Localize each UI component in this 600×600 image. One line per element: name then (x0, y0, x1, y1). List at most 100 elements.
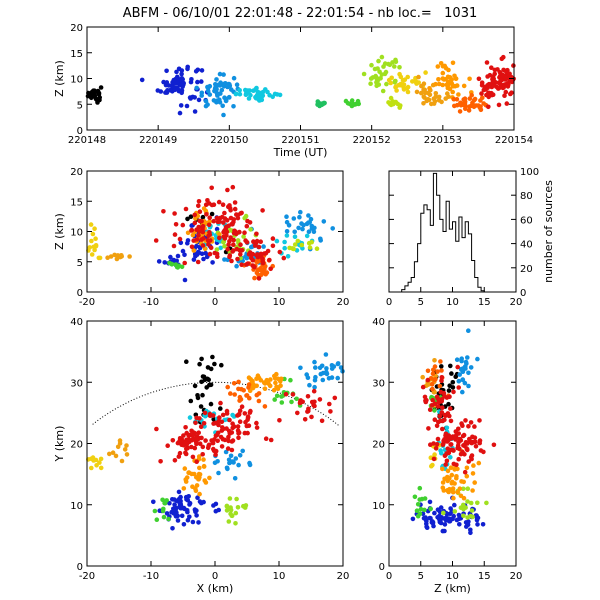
source-point (500, 85, 506, 91)
source-point (177, 236, 183, 242)
source-point (181, 82, 186, 87)
source-point (202, 478, 207, 483)
source-point (226, 438, 231, 444)
source-point (244, 223, 250, 229)
source-point (443, 462, 449, 467)
source-point (214, 215, 220, 221)
source-point (444, 425, 450, 431)
source-point (436, 81, 442, 87)
source-point (181, 433, 186, 438)
source-point (284, 229, 290, 234)
source-point (157, 508, 162, 513)
source-point (432, 358, 437, 363)
source-point (463, 418, 468, 423)
source-point (219, 444, 225, 449)
x-tick-label: 0 (212, 297, 218, 308)
source-point (95, 88, 101, 94)
source-point (440, 405, 445, 411)
source-point (351, 101, 356, 107)
source-point (361, 71, 367, 77)
source-point (392, 80, 398, 85)
source-point (452, 467, 458, 472)
source-point (487, 72, 493, 78)
source-point (319, 418, 325, 424)
source-point (455, 364, 461, 370)
source-point (226, 457, 232, 463)
source-point (233, 510, 239, 516)
source-point (468, 527, 473, 533)
source-point (298, 398, 303, 404)
y-tick-label: 0 (379, 562, 385, 573)
source-point (436, 77, 441, 82)
y-tick-label: 0 (77, 562, 83, 573)
source-point (427, 86, 432, 91)
y-tick-label: 5 (77, 100, 83, 111)
source-point (213, 82, 218, 87)
panel-time-height: 220148 220149 220150 220151 220152 220153 2201… (53, 23, 533, 159)
y-axis-title: Z (km) (53, 213, 66, 250)
source-point (295, 410, 300, 416)
source-point (372, 66, 378, 72)
source-point (151, 499, 156, 505)
source-point (197, 499, 203, 504)
source-point (330, 226, 336, 231)
source-point (237, 88, 242, 93)
source-point (462, 469, 468, 475)
source-point (238, 211, 243, 216)
source-point (302, 417, 308, 422)
source-point (216, 507, 221, 513)
source-point (177, 438, 182, 444)
source-point (306, 229, 312, 234)
source-point (171, 243, 177, 249)
source-point (248, 255, 254, 261)
source-point (421, 94, 427, 99)
source-point (390, 99, 396, 104)
source-point (202, 410, 208, 416)
y-tick-label: 10 (70, 75, 83, 86)
source-point (92, 88, 97, 93)
source-point (427, 407, 433, 413)
source-point (456, 516, 462, 522)
source-point (211, 218, 216, 224)
source-point (219, 87, 225, 93)
source-point (492, 67, 498, 73)
source-point (484, 60, 490, 65)
source-point (179, 513, 185, 519)
source-point (464, 524, 469, 529)
source-point (444, 451, 450, 456)
source-point (425, 368, 431, 374)
y-tick-label: 20 (70, 23, 83, 34)
source-point (374, 75, 380, 81)
source-point (252, 264, 257, 270)
source-point (154, 426, 159, 432)
source-point (184, 430, 189, 436)
source-point (215, 254, 220, 259)
source-point (237, 419, 243, 425)
source-point (511, 63, 516, 68)
source-point (440, 82, 446, 88)
source-point (422, 394, 428, 400)
source-point (194, 513, 199, 518)
source-point (479, 91, 484, 96)
source-point (465, 355, 470, 360)
source-point (294, 396, 299, 402)
source-point (231, 424, 237, 429)
source-point (195, 79, 200, 85)
source-point (196, 224, 201, 230)
source-point (201, 499, 206, 505)
source-point (309, 399, 315, 405)
source-point (202, 246, 208, 252)
source-point (222, 210, 227, 216)
source-point (196, 97, 202, 103)
source-point (172, 502, 177, 507)
source-point (451, 495, 456, 501)
source-point (190, 454, 196, 460)
source-point (174, 69, 179, 75)
source-point (447, 394, 452, 400)
source-point (231, 237, 236, 243)
source-point (254, 85, 259, 91)
source-point (431, 456, 437, 462)
source-point (232, 392, 237, 397)
source-point (239, 248, 245, 253)
y-tick-label: 0 (520, 288, 526, 299)
